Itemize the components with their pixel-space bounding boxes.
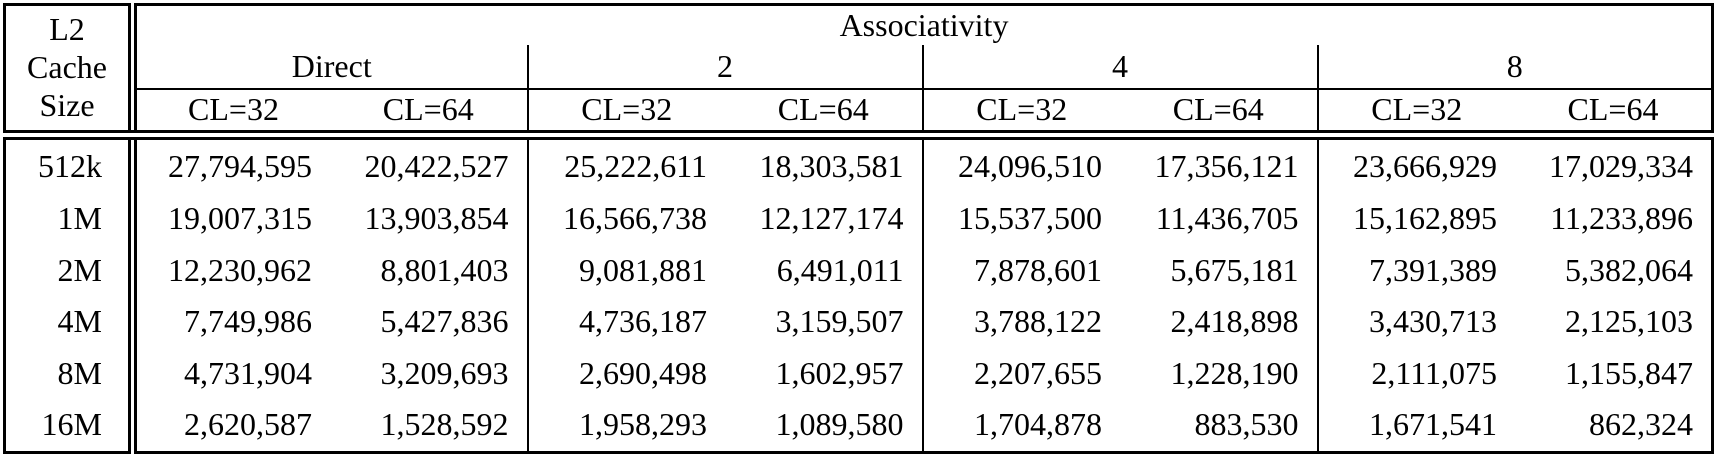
data-cell: 25,222,611 — [526, 134, 725, 193]
data-cell: 2,690,498 — [526, 347, 725, 399]
subheader-cl64: CL=64 — [725, 88, 923, 140]
data-cell: 17,356,121 — [1154, 147, 1299, 184]
data-cell: 2,620,587 — [184, 406, 312, 443]
data-cell: 1,155,847 — [1565, 354, 1693, 391]
row-label: 1M — [4, 192, 137, 245]
data-cell: 1,671,541 — [1316, 398, 1515, 453]
l2-cache-miss-table: L2 Cache Size Associativity Direct 2 4 8… — [3, 3, 1714, 454]
data-cell: 1,228,190 — [1170, 354, 1299, 391]
data-cell: 3,788,122 — [921, 295, 1120, 348]
data-cell: 4,731,904 — [184, 354, 312, 391]
data-cell: 11,436,705 — [1155, 200, 1299, 237]
header-row-associativity: L2 Cache Size Associativity — [4, 4, 1713, 140]
data-cell: 7,391,389 — [1316, 244, 1515, 296]
data-cell: 12,230,962 — [168, 251, 312, 288]
table-row: 2M 12,230,962 8,801,403 9,081,881 6,491,… — [4, 244, 1713, 296]
associativity-header: Associativity — [839, 6, 1009, 43]
data-cell: 862,324 — [1589, 406, 1693, 443]
data-cell: 3,209,693 — [380, 354, 509, 391]
subheader-cl64: CL=64 — [1120, 88, 1318, 140]
data-cell: 5,382,064 — [1565, 251, 1693, 288]
corner-header-line: L2 — [49, 11, 85, 48]
subheader-cl32: CL=32 — [526, 88, 725, 140]
data-cell: 18,303,581 — [759, 147, 904, 184]
data-cell: 2,207,655 — [921, 347, 1120, 399]
row-label: 8M — [4, 347, 137, 399]
subheader-cl32: CL=32 — [1316, 88, 1515, 140]
data-cell: 19,007,315 — [168, 200, 312, 237]
data-cell: 20,422,527 — [364, 147, 509, 184]
group-header-2: 2 — [526, 44, 923, 90]
data-cell: 3,159,507 — [775, 303, 904, 340]
data-cell: 5,675,181 — [1170, 251, 1299, 288]
data-cell: 4,736,187 — [526, 295, 725, 348]
data-cell: 27,794,595 — [168, 147, 312, 184]
corner-header-line: Size — [39, 86, 95, 123]
data-cell: 16,566,738 — [526, 192, 725, 245]
data-cell: 1,958,293 — [526, 398, 725, 453]
subheader-cl32: CL=32 — [921, 88, 1120, 140]
header-row-cacheline: CL=32 CL=64 CL=32 CL=64 CL=32 CL=64 CL=3… — [5, 88, 1713, 140]
data-cell: 1,602,957 — [775, 354, 904, 391]
row-label: 16M — [4, 398, 137, 453]
data-cell: 11,233,896 — [1550, 200, 1693, 237]
data-cell: 3,430,713 — [1316, 295, 1515, 348]
group-header-direct: Direct — [132, 44, 528, 90]
data-cell: 15,162,895 — [1316, 192, 1515, 245]
data-cell: 13,903,854 — [364, 200, 509, 237]
data-cell: 12,127,174 — [759, 200, 904, 237]
corner-header-l2-cache-size: L2 Cache Size — [4, 4, 137, 140]
subheader-cl32: CL=32 — [132, 88, 330, 140]
table-row: 512k 27,794,595 20,422,527 25,222,611 18… — [4, 134, 1713, 193]
group-header-4: 4 — [921, 44, 1318, 90]
subheader-cl64: CL=64 — [330, 88, 528, 140]
row-label: 2M — [4, 244, 137, 296]
header-row-groups: Direct 2 4 8 — [5, 44, 1713, 90]
data-cell: 883,530 — [1194, 406, 1299, 443]
row-label: 4M — [4, 295, 137, 348]
data-cell: 24,096,510 — [921, 134, 1120, 193]
data-cell: 5,427,836 — [380, 303, 509, 340]
data-cell: 23,666,929 — [1316, 134, 1515, 193]
group-header-8: 8 — [1316, 44, 1713, 90]
data-cell: 2,125,103 — [1565, 303, 1693, 340]
row-label: 512k — [4, 134, 137, 193]
data-cell: 7,749,986 — [184, 303, 312, 340]
data-cell: 1,704,878 — [921, 398, 1120, 453]
data-cell: 9,081,881 — [526, 244, 725, 296]
data-cell: 7,878,601 — [921, 244, 1120, 296]
data-cell: 8,801,403 — [380, 251, 509, 288]
corner-header-line: Cache — [27, 48, 107, 85]
table-row: 4M 7,749,986 5,427,836 4,736,187 3,159,5… — [4, 295, 1713, 348]
data-cell: 15,537,500 — [921, 192, 1120, 245]
data-cell: 1,528,592 — [380, 406, 509, 443]
table-row: 8M 4,731,904 3,209,693 2,690,498 1,602,9… — [4, 347, 1713, 399]
data-cell: 2,111,075 — [1316, 347, 1515, 399]
data-cell: 17,029,334 — [1549, 147, 1693, 184]
data-cell: 1,089,580 — [775, 406, 904, 443]
table-row: 1M 19,007,315 13,903,854 16,566,738 12,1… — [4, 192, 1713, 245]
table-row: 16M 2,620,587 1,528,592 1,958,293 1,089,… — [4, 398, 1713, 453]
data-cell: 2,418,898 — [1170, 303, 1299, 340]
subheader-cl64: CL=64 — [1515, 88, 1713, 140]
data-cell: 6,491,011 — [776, 251, 904, 288]
